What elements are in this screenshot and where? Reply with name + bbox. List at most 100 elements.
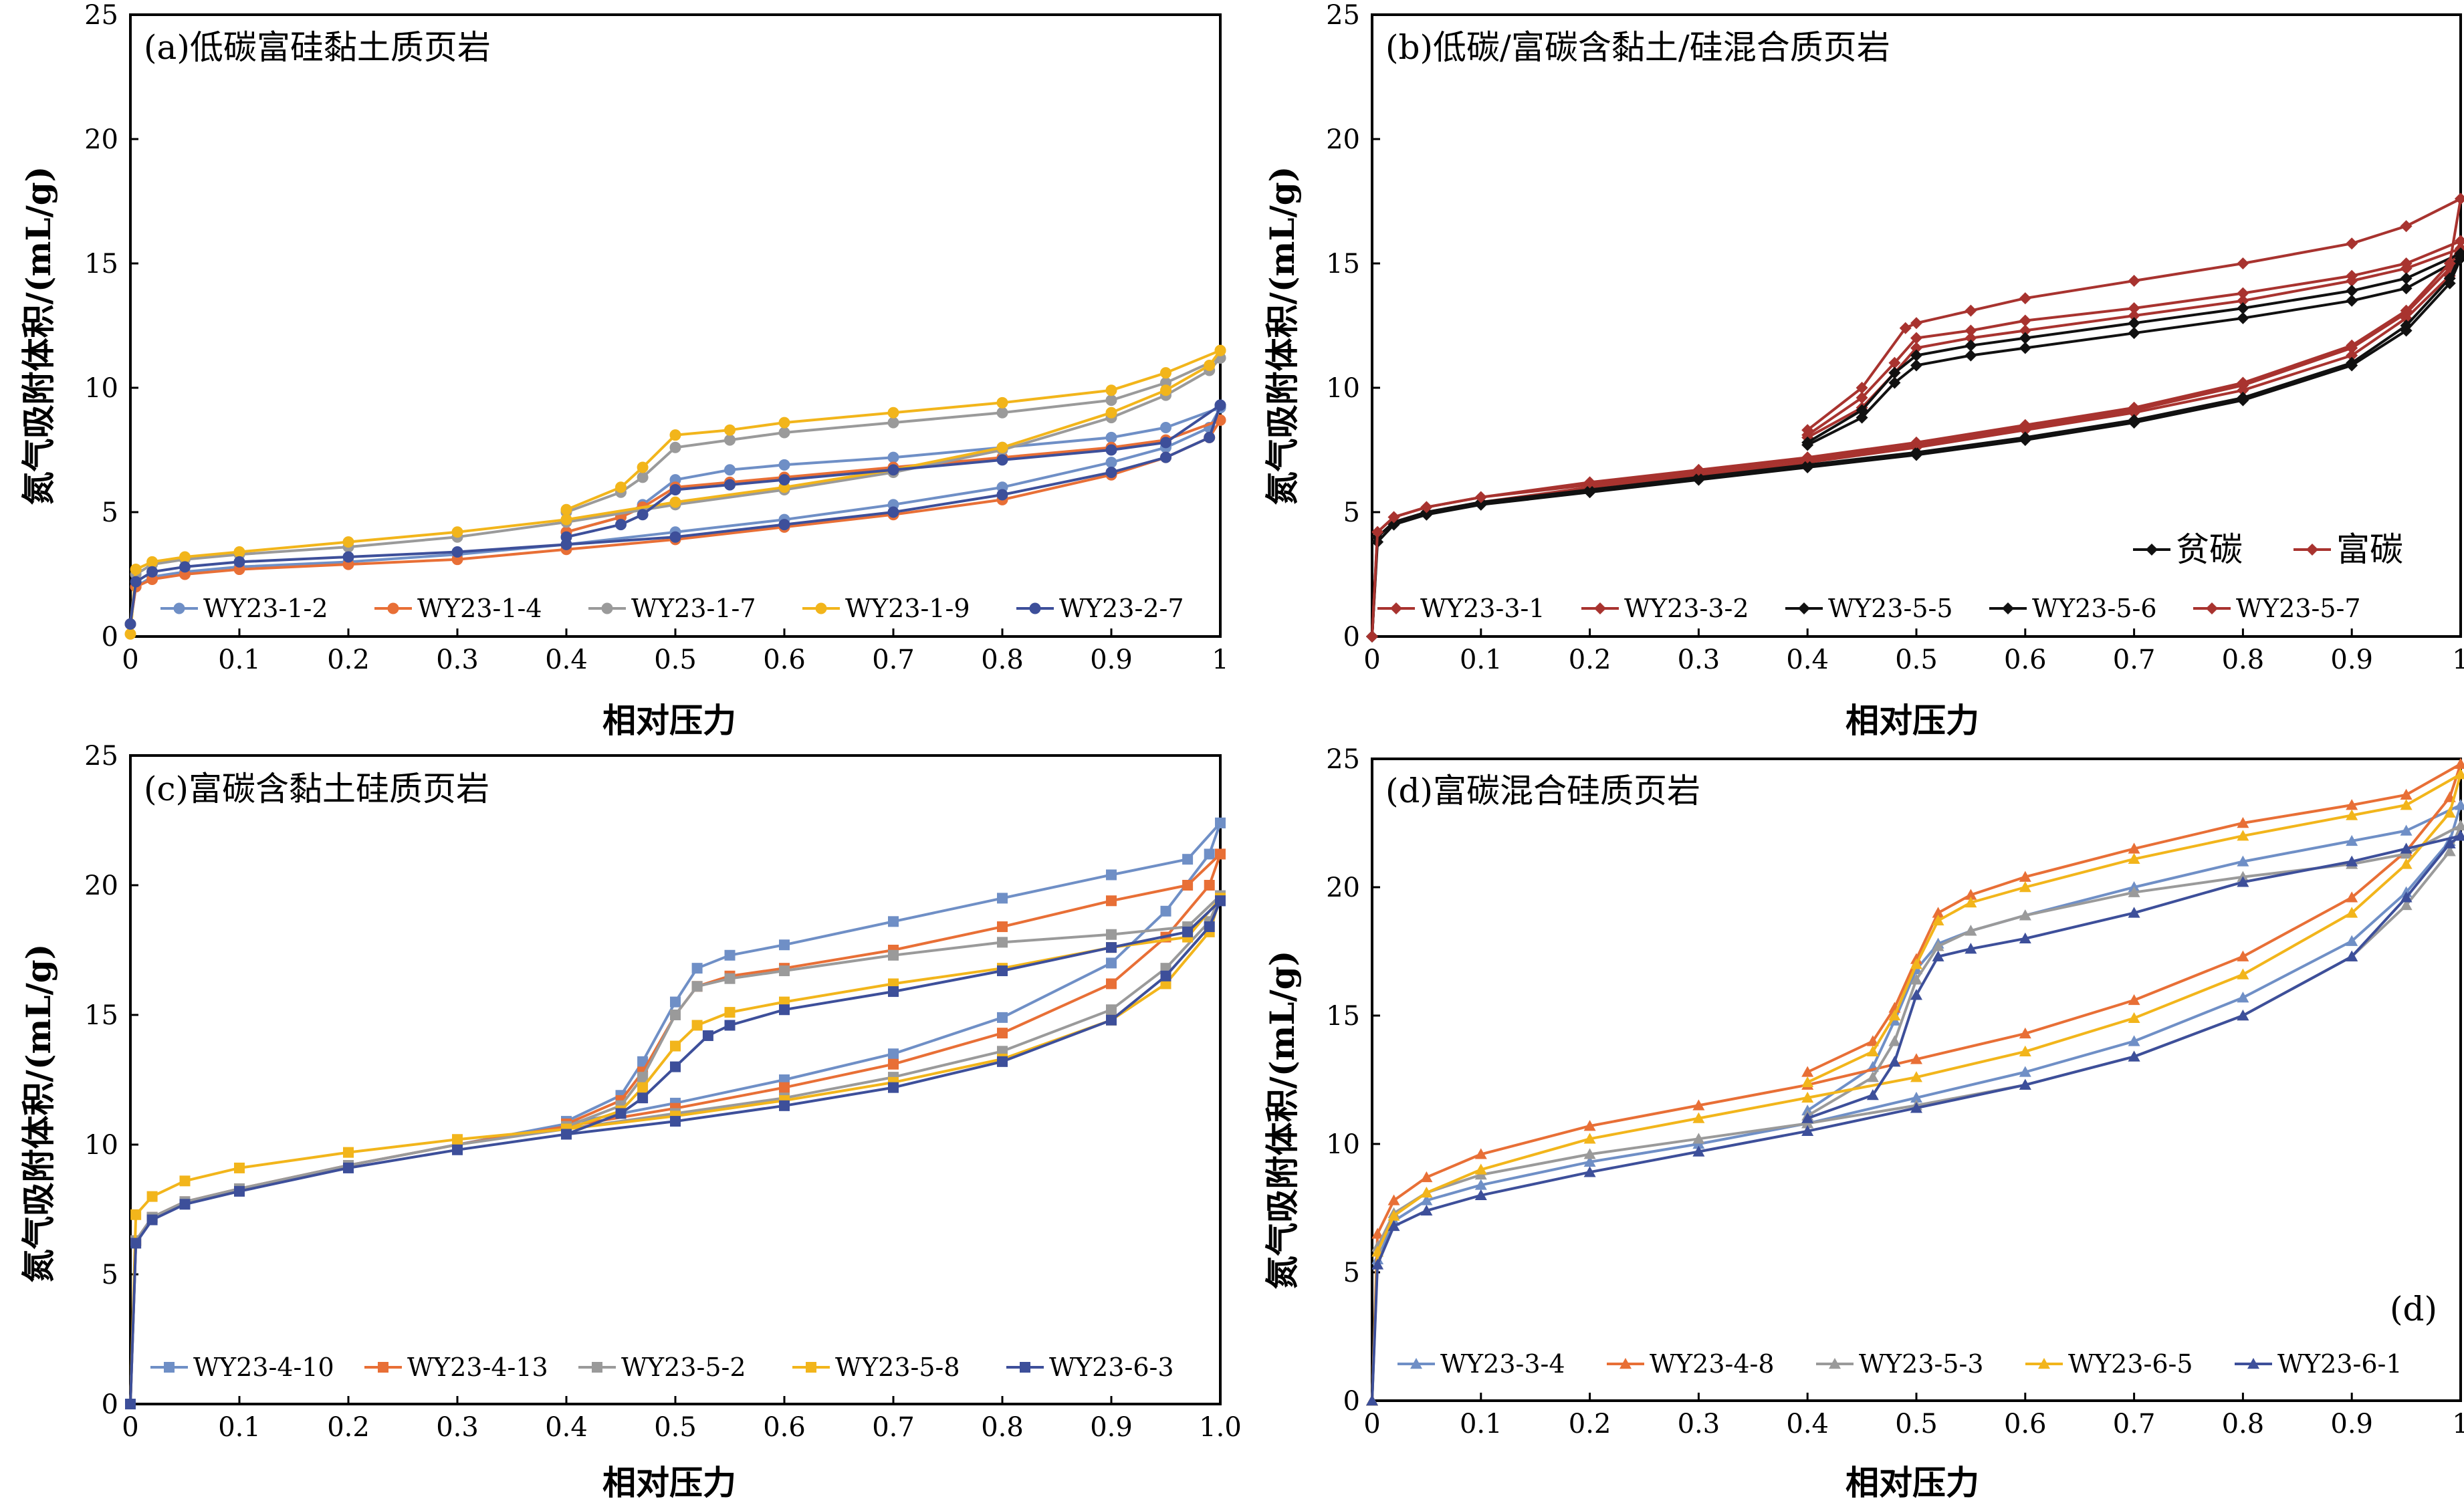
series-WY23-5-5 [1366,252,2464,643]
adsorption-point [1371,1258,1384,1270]
legend-marker [2002,602,2014,614]
adsorption-point [234,1162,245,1173]
desorption-point [2237,302,2249,314]
desorption-point [1856,391,1868,404]
adsorption-point [2128,401,2140,414]
x-tick-label: 0 [1363,1409,1380,1439]
desorption-point [2455,247,2464,260]
adsorption-line [129,407,1222,624]
desorption-point [997,937,1008,948]
desorption-line [566,899,1222,1136]
adsorption-point [2128,414,2140,427]
desorption-point [1214,344,1226,356]
desorption-point [2019,292,2031,305]
x-tick-label: 1 [2452,1409,2464,1439]
adsorption-line [129,357,1222,624]
adsorption-point [1366,1395,1378,1406]
panel-c: (c)富碳含黏土硅质页岩 相对压力 氮气吸附体积/(mL/g) 0 0.1 0.2 0… [19,741,1242,1502]
adsorption-point [2237,391,2249,404]
desorption-point [1160,367,1171,379]
group-legend-label: 富碳 [2336,530,2403,569]
desorption-point [1105,444,1117,456]
adsorption-point [2346,950,2358,961]
y-tick-label: 25 [1326,744,1360,775]
adsorption-line [1371,257,2462,637]
adsorption-point [179,1199,191,1210]
x-tick-label: 0.6 [2004,645,2047,675]
legend-label: WY23-6-3 [1049,1353,1174,1382]
adsorption-point [997,1028,1008,1039]
desorption-point [779,965,790,977]
adsorption-point [2443,806,2456,818]
desorption-point [2237,817,2249,828]
desorption-point [1106,895,1117,907]
desorption-point [637,471,649,483]
x-tick-label: 0 [1363,645,1380,675]
desorption-point [2128,327,2140,340]
desorption-point [2019,342,2031,354]
legend-entry: WY23-3-4 [1397,1349,1565,1379]
desorption-point [1888,376,1901,389]
panel-c-title: (c)富碳含黏土硅质页岩 [144,770,489,808]
adsorption-point [1474,1163,1487,1175]
adsorption-point [1106,978,1117,990]
adsorption-point [2019,1027,2031,1039]
adsorption-point [887,506,899,518]
legend-label: WY23-5-2 [621,1353,746,1382]
x-tick-label: 0.5 [1895,1409,1938,1439]
adsorption-point [146,1191,158,1202]
adsorption-point [234,1185,245,1197]
adsorption-point [1160,384,1171,396]
desorption-point [887,407,899,419]
adsorption-point [233,546,245,558]
adsorption-point [146,1214,158,1226]
desorption-point [1866,1035,1879,1046]
y-tick-label: 20 [84,871,118,901]
legend-label: WY23-1-9 [845,594,970,623]
group-legend-label: 贫碳 [2176,530,2243,569]
plot-frame [129,754,1222,1405]
legend-marker [1390,602,1402,614]
y-tick-label: 0 [102,622,118,653]
desorption-point [670,1040,681,1052]
panel-b-title: (b)低碳/富碳含黏土/硅混合质页岩 [1385,28,1890,67]
desorption-point [2400,220,2413,233]
desorption-point [637,1072,649,1083]
desorption-point [1856,382,1868,394]
desorption-point [691,981,703,992]
adsorption-point [1366,630,1378,643]
legend-marker [1410,1358,1422,1369]
desorption-point [1160,437,1171,449]
desorption-point [2455,193,2464,205]
desorption-point [670,1010,681,1020]
y-tick-label: 5 [102,497,118,528]
adsorption-point [146,566,158,578]
desorption-point [1965,925,1977,936]
desorption-point [2128,907,2140,918]
x-tick-label: 0.5 [1895,645,1938,675]
adsorption-point [233,556,245,568]
desorption-point [1182,926,1194,937]
desorption-line [1807,824,2461,1117]
x-tick-label: 0.4 [545,645,588,675]
desorption-point [1965,889,1977,900]
desorption-point [2455,819,2464,831]
adsorption-point [452,1134,463,1145]
adsorption-point [1371,1228,1384,1239]
panel-b-xlabel: 相对压力 [1845,701,1979,740]
panel-a: (a)低碳富硅黏土质页岩 相对压力 氮气吸附体积/(mL/g) 0 0.1 0.2 0… [19,0,1229,740]
y-tick-label: 10 [84,1130,118,1161]
desorption-line [1807,834,2461,1120]
y-tick-label: 25 [84,741,118,772]
adsorption-point [1420,1194,1433,1205]
desorption-point [1888,1035,1901,1046]
desorption-point [669,441,681,453]
adsorption-line [1371,804,2462,1401]
x-tick-label: 0.4 [545,1412,588,1443]
adsorption-point [2237,1010,2249,1021]
adsorption-point [1105,407,1117,419]
legend-entry: WY23-1-7 [588,594,756,623]
adsorption-point [1387,1209,1400,1221]
legend-label: WY23-5-3 [1859,1349,1984,1379]
desorption-point [669,429,681,441]
